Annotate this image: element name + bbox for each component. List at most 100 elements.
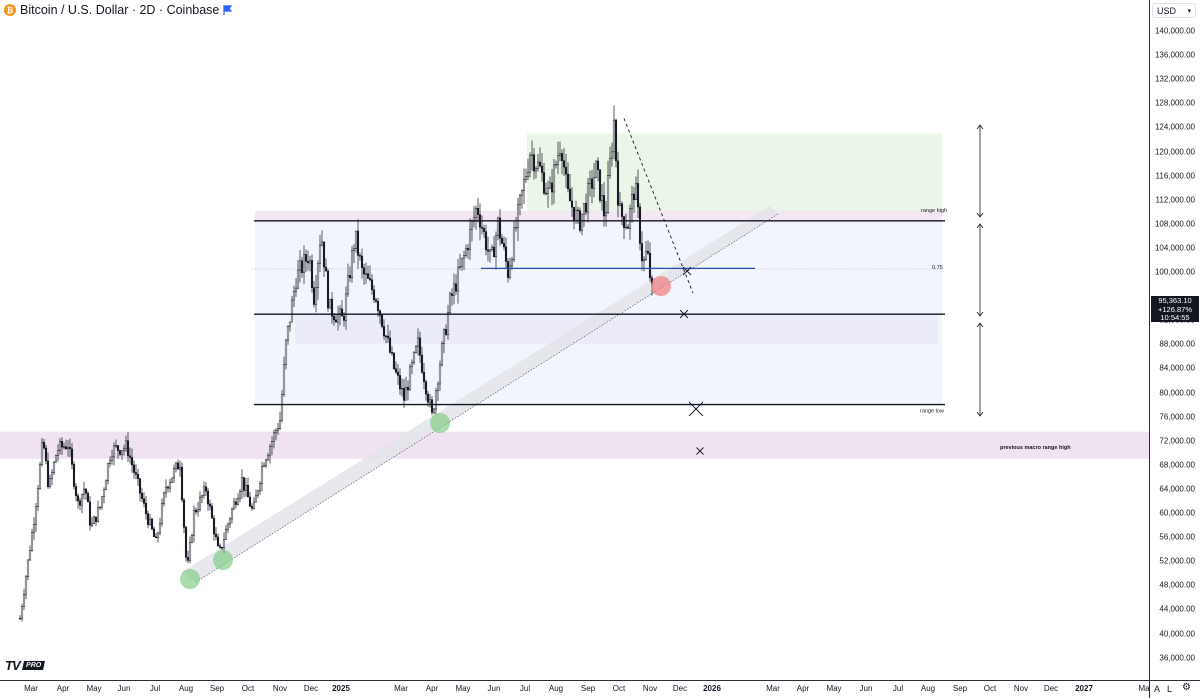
- candle-body: [336, 314, 340, 323]
- candle-body: [276, 428, 280, 431]
- scale-controls: A L ⚙: [1149, 680, 1200, 698]
- candle-body: [432, 408, 436, 413]
- arrow-head-top: [976, 322, 984, 328]
- candle-body: [114, 445, 118, 447]
- candle-body: [266, 455, 270, 461]
- candle-body: [504, 246, 508, 262]
- candle-body: [602, 195, 606, 217]
- range-high-label: range high: [921, 208, 947, 214]
- time-tick-label: Aug: [548, 684, 564, 693]
- time-tick-label: Nov: [642, 684, 658, 693]
- candle-body: [480, 226, 484, 229]
- candle-body: [350, 250, 354, 279]
- arrow-upper-range: [976, 124, 984, 218]
- candle-body: [396, 371, 400, 376]
- trend-channel: [182, 206, 778, 582]
- candle-body: [568, 188, 572, 202]
- price-axis[interactable]: 140,000.00 136,000.00 132,000.00 128,000.00…: [1149, 0, 1200, 680]
- candle-body: [582, 203, 586, 215]
- price-tick-label: 124,000.00: [1154, 122, 1195, 132]
- candle-body: [376, 301, 380, 312]
- log-scale-button[interactable]: L: [1167, 684, 1173, 694]
- candle-body: [606, 175, 610, 213]
- time-tick-label: Apr: [56, 684, 70, 693]
- candle-body: [536, 161, 540, 169]
- candle-body: [538, 161, 542, 167]
- candle-body: [280, 394, 284, 421]
- time-tick-label: May: [86, 684, 102, 693]
- candle-body: [446, 312, 450, 335]
- candle-body: [242, 477, 246, 491]
- time-axis[interactable]: Mar Apr May Jun Jul Aug Sep Oct Nov Dec 2025 Mar Apr…: [0, 680, 1150, 698]
- price-tick-label: 56,000.00: [1159, 532, 1195, 542]
- candle-body: [518, 195, 522, 206]
- auto-scale-button[interactable]: A: [1154, 684, 1161, 694]
- candle-body: [244, 485, 248, 491]
- price-chart[interactable]: range high range low 0.75 previous macro ra…: [0, 0, 1149, 680]
- symbol-legend[interactable]: ₿ Bitcoin / U.S. Dollar · 2D · Coinbase: [4, 3, 233, 17]
- candle-body: [522, 179, 526, 191]
- candle-body: [372, 289, 376, 301]
- candle-body: [342, 315, 346, 321]
- candle-body: [104, 480, 108, 491]
- candle-body: [132, 464, 136, 473]
- candle-body: [648, 252, 652, 279]
- candle-body: [526, 171, 530, 177]
- candle-body: [182, 499, 186, 528]
- candle-body: [32, 524, 36, 533]
- candle-body: [154, 536, 158, 539]
- gear-icon[interactable]: ⚙: [1182, 682, 1191, 693]
- price-tick-label: 48,000.00: [1159, 580, 1195, 590]
- time-tick-label: Dec: [672, 684, 688, 693]
- candle-body: [406, 387, 410, 391]
- candle-body: [440, 343, 444, 366]
- candle-body: [360, 255, 364, 268]
- candle-body: [492, 246, 496, 258]
- candle-body: [454, 283, 458, 292]
- candle-body: [532, 154, 536, 172]
- red-circle-marker: [651, 276, 671, 296]
- candle-body: [520, 190, 524, 196]
- arrow-head-bottom: [976, 411, 984, 417]
- candle-body: [214, 533, 218, 538]
- candle-body: [268, 446, 272, 457]
- candle-body: [246, 485, 250, 498]
- candle-body: [566, 173, 570, 190]
- time-tick-label: Sep: [209, 684, 225, 693]
- candle-body: [514, 227, 518, 229]
- candle-body: [298, 260, 302, 271]
- candle-body: [40, 441, 44, 465]
- candle-series: [18, 105, 654, 622]
- candle-body: [358, 255, 362, 257]
- candle-body: [502, 243, 506, 248]
- cross-marker: [679, 309, 689, 319]
- candle-body: [146, 513, 150, 525]
- time-tick-label: Sep: [952, 684, 968, 693]
- candle-body: [542, 172, 546, 194]
- candle-body: [436, 383, 440, 392]
- candle-body: [66, 446, 70, 450]
- candle-body: [256, 490, 260, 496]
- time-tick-label: May: [455, 684, 471, 693]
- candle-body: [28, 550, 32, 561]
- candle-body: [258, 483, 262, 492]
- candle-body: [490, 246, 494, 250]
- candle-body: [594, 160, 598, 178]
- candle-body: [274, 430, 278, 434]
- candle-body: [52, 461, 56, 474]
- tradingview-logo: TV PRO: [5, 658, 45, 673]
- cross-stroke: [688, 401, 704, 417]
- candle-body: [384, 335, 388, 338]
- candle-body: [438, 364, 442, 385]
- candle-body: [380, 315, 384, 327]
- candle-body: [190, 534, 194, 543]
- candle-body: [172, 468, 176, 479]
- candle-body: [36, 488, 40, 507]
- cross-stroke: [679, 309, 689, 319]
- currency-selector[interactable]: USD ▾: [1152, 3, 1196, 18]
- time-tick-label: Jul: [892, 684, 904, 693]
- chart-area[interactable]: range high range low 0.75 previous macro ra…: [0, 0, 1149, 680]
- arrow-middle-range: [976, 223, 984, 317]
- candle-body: [84, 488, 88, 494]
- flag-icon[interactable]: [223, 5, 233, 15]
